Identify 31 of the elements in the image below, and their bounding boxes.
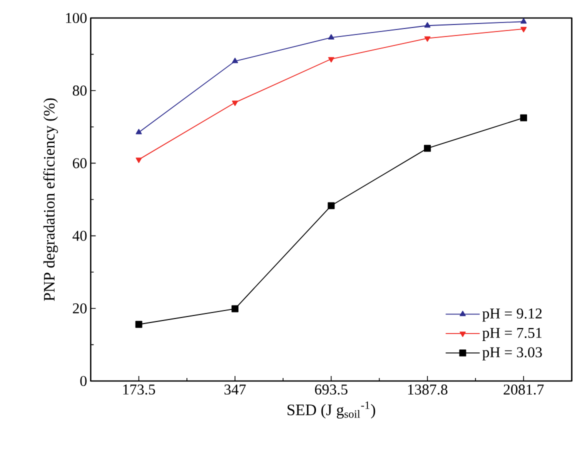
y-tick-label: 100 <box>66 12 87 24</box>
y-axis-title: PNP degradation efficiency (%) <box>43 98 58 301</box>
legend-label: pH = 7.51 <box>482 328 542 341</box>
x-tick-label: 347 <box>224 384 246 395</box>
point <box>136 158 142 164</box>
point <box>328 57 334 62</box>
y-tick-label: 40 <box>72 230 87 241</box>
point <box>520 26 527 32</box>
point <box>232 58 238 64</box>
point <box>232 100 238 106</box>
y-tick-label: 80 <box>72 86 87 96</box>
y-tick-label: 20 <box>72 303 87 314</box>
x-tick-label: 693.5 <box>315 384 348 395</box>
point <box>328 34 334 40</box>
point <box>328 202 335 210</box>
point <box>520 18 527 24</box>
y-tick-label: 0 <box>80 376 87 386</box>
legend-label: pH = 9.12 <box>482 308 542 322</box>
point <box>424 22 430 28</box>
point <box>424 36 430 42</box>
x-tick-label: 1387.8 <box>408 384 448 395</box>
point <box>232 305 238 312</box>
y-tick-label: 60 <box>72 158 87 168</box>
point <box>136 128 142 134</box>
point <box>520 114 528 122</box>
point <box>135 320 142 328</box>
legend-label: pH = 3.03 <box>482 347 542 360</box>
x-tick-label: 173.5 <box>123 384 156 395</box>
point <box>424 144 431 152</box>
x-tick-label: 2081.7 <box>504 384 544 395</box>
x-axis-title: SED (J g$_{soil}$$^{-1}$) <box>288 402 376 419</box>
